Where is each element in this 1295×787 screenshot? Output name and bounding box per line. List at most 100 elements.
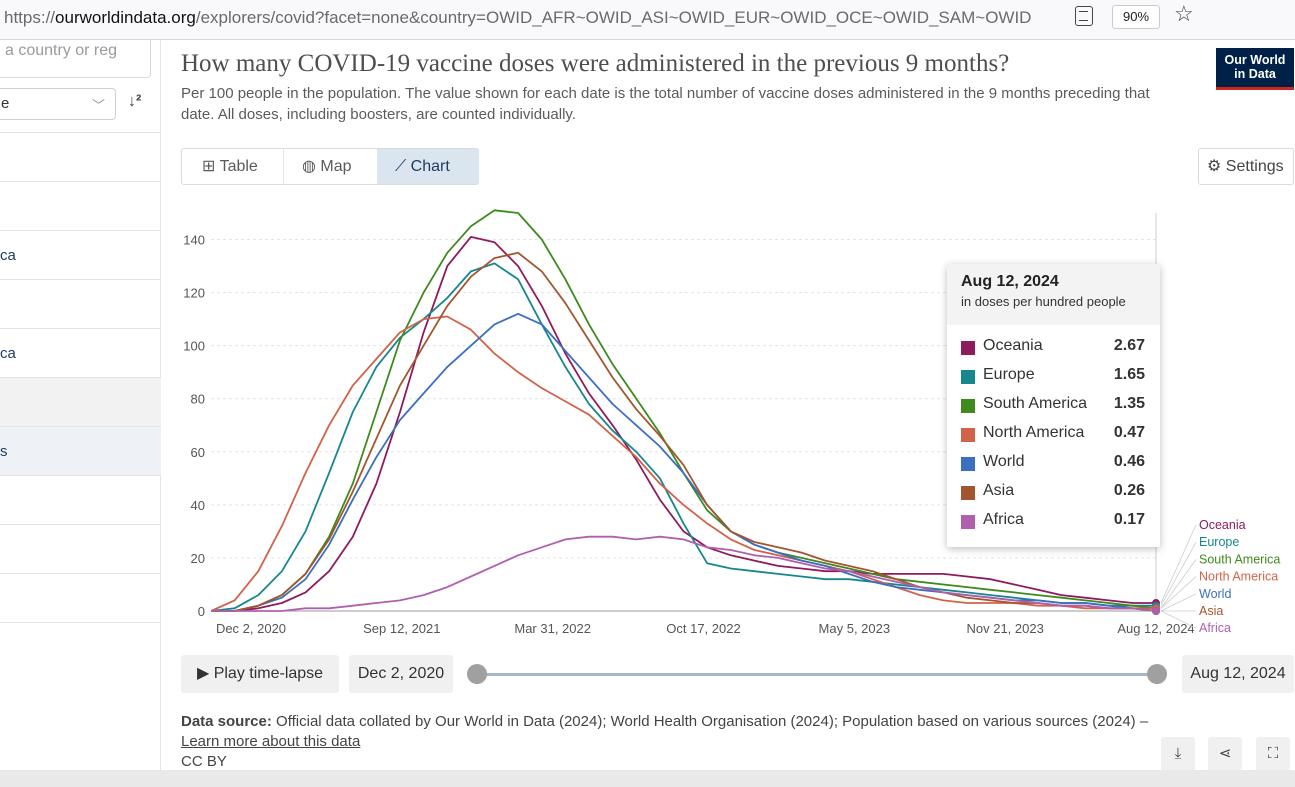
y-tick-label: 120 [183, 286, 205, 301]
sort-select[interactable]: e ﹀ [0, 88, 116, 120]
play-timelapse-button[interactable]: ▶ Play time-lapse [181, 655, 339, 693]
x-tick-label: Mar 31, 2022 [514, 621, 591, 636]
series-end-label: World [1199, 587, 1231, 601]
table-icon: ⊞ [202, 158, 220, 175]
tooltip-series-value: 0.47 [1113, 424, 1145, 441]
tooltip-series-value: 1.35 [1113, 395, 1145, 412]
legend-swatch [961, 486, 975, 500]
sidebar-item[interactable] [0, 622, 161, 671]
play-icon: ▶ [196, 665, 214, 682]
series-line [211, 236, 1156, 612]
tooltip-series-value: 0.46 [1113, 453, 1145, 470]
line-chart-icon: ⟋ [395, 158, 411, 175]
country-search-input[interactable]: a country or reg [0, 40, 151, 78]
timeline-start-handle[interactable] [467, 664, 487, 684]
label-connector [1160, 610, 1197, 629]
source-label: Data source: [181, 713, 272, 730]
share-icon[interactable]: ⋖ [1208, 737, 1242, 771]
sort-select-value: e [1, 95, 10, 112]
logo-line-1: Our World [1224, 53, 1286, 67]
settings-label: Settings [1225, 158, 1284, 175]
legend-swatch [961, 370, 975, 384]
series-end-label: Asia [1199, 604, 1223, 618]
series-line [210, 315, 1156, 612]
tab-map[interactable]: ◍ Map [283, 149, 377, 184]
sidebar-item[interactable] [0, 377, 161, 426]
tab-table[interactable]: ⊞ Table [182, 149, 283, 184]
settings-button[interactable]: ⚙ Settings [1198, 148, 1294, 185]
series-end-label: Africa [1199, 621, 1231, 635]
timeline-start-label[interactable]: Dec 2, 2020 [349, 655, 453, 693]
source-text: Official data collated by Our World in D… [271, 713, 1149, 730]
legend-swatch [961, 428, 975, 442]
logo-line-2: in Data [1234, 67, 1276, 81]
series-end-label: North America [1199, 570, 1278, 584]
zoom-level[interactable]: 90% [1112, 5, 1160, 29]
timeline-track[interactable] [477, 673, 1157, 676]
sidebar-item[interactable] [0, 132, 161, 181]
y-tick-label: 20 [191, 551, 205, 566]
sidebar-item[interactable] [0, 181, 161, 230]
label-connector [1160, 593, 1197, 612]
learn-more-link[interactable]: Learn more about this data [181, 733, 361, 750]
download-icon[interactable]: ⤓ [1161, 737, 1195, 771]
x-tick-label: Nov 21, 2023 [966, 621, 1043, 636]
label-connector [1160, 559, 1197, 609]
legend-swatch [961, 457, 975, 471]
tooltip-date: Aug 12, 2024 [961, 273, 1059, 290]
series-line [210, 262, 1156, 612]
play-label: Play time-lapse [213, 665, 324, 682]
sort-order-icon[interactable]: ↓² [128, 93, 142, 110]
legend-swatch [961, 399, 975, 413]
series-line [211, 535, 1157, 612]
bottom-bar [0, 770, 1295, 787]
legend-swatch [961, 341, 975, 355]
bookmark-star-icon[interactable]: ☆ [1174, 1, 1194, 26]
tooltip-series-value: 0.17 [1113, 511, 1145, 528]
timeline-end-label[interactable]: Aug 12, 2024 [1182, 655, 1294, 693]
reader-view-icon[interactable] [1075, 6, 1093, 26]
y-tick-label: 100 [183, 339, 205, 354]
x-tick-label: Aug 12, 2024 [1117, 621, 1194, 636]
y-tick-label: 140 [183, 233, 205, 248]
series-end-point [1152, 607, 1160, 615]
url-domain: ourworldindata.org [55, 8, 196, 27]
tooltip-series-name: Europe [983, 366, 1035, 383]
series-line [211, 251, 1157, 612]
y-tick-label: 40 [191, 498, 205, 513]
sidebar-item[interactable] [0, 475, 161, 524]
tooltip-row: South America 1.35 [961, 395, 1147, 417]
view-tabs: ⊞ Table ◍ Map ⟋ Chart [181, 148, 479, 185]
data-source: Data source: Official data collated by O… [181, 712, 1151, 772]
url-bar[interactable]: https://ourworldindata.org/explorers/cov… [4, 8, 1062, 28]
url-prefix: https:// [4, 8, 56, 27]
tab-chart[interactable]: ⟋ Chart [377, 149, 479, 184]
globe-icon: ◍ [302, 158, 321, 175]
sidebar-item[interactable] [0, 573, 161, 622]
fullscreen-icon[interactable]: ⛶ [1256, 737, 1290, 771]
tooltip-series-name: South America [983, 395, 1088, 412]
tooltip-series-value: 0.26 [1113, 482, 1145, 499]
tooltip-row: Asia 0.26 [961, 482, 1147, 504]
tooltip-series-name: World [983, 453, 1025, 470]
tooltip-series-name: Oceania [983, 337, 1043, 354]
tooltip-row: North America 0.47 [961, 424, 1147, 446]
tab-chart-label: Chart [410, 158, 450, 175]
sidebar-item[interactable] [0, 279, 161, 328]
url-path: /explorers/covid?facet=none&country=OWID… [195, 8, 1032, 27]
x-tick-label: Oct 17, 2022 [666, 621, 740, 636]
tooltip-series-name: North America [983, 424, 1085, 441]
sidebar-item[interactable] [0, 524, 161, 573]
owid-logo[interactable]: Our World in Data [1216, 48, 1294, 90]
y-tick-label: 0 [198, 604, 205, 619]
tooltip-row: Europe 1.65 [961, 366, 1147, 388]
sidebar-item[interactable]: ca [0, 230, 161, 279]
page-subtitle: Per 100 people in the population. The va… [181, 85, 1150, 123]
sidebar-item[interactable]: s [0, 426, 161, 475]
license: CC BY [181, 753, 227, 770]
x-tick-label: May 5, 2023 [819, 621, 891, 636]
sidebar-item[interactable]: ca [0, 328, 161, 377]
tooltip-unit: in doses per hundred people [961, 294, 1126, 309]
page-title: How many COVID-19 vaccine doses were adm… [181, 50, 1010, 77]
timeline-end-handle[interactable] [1147, 664, 1167, 684]
